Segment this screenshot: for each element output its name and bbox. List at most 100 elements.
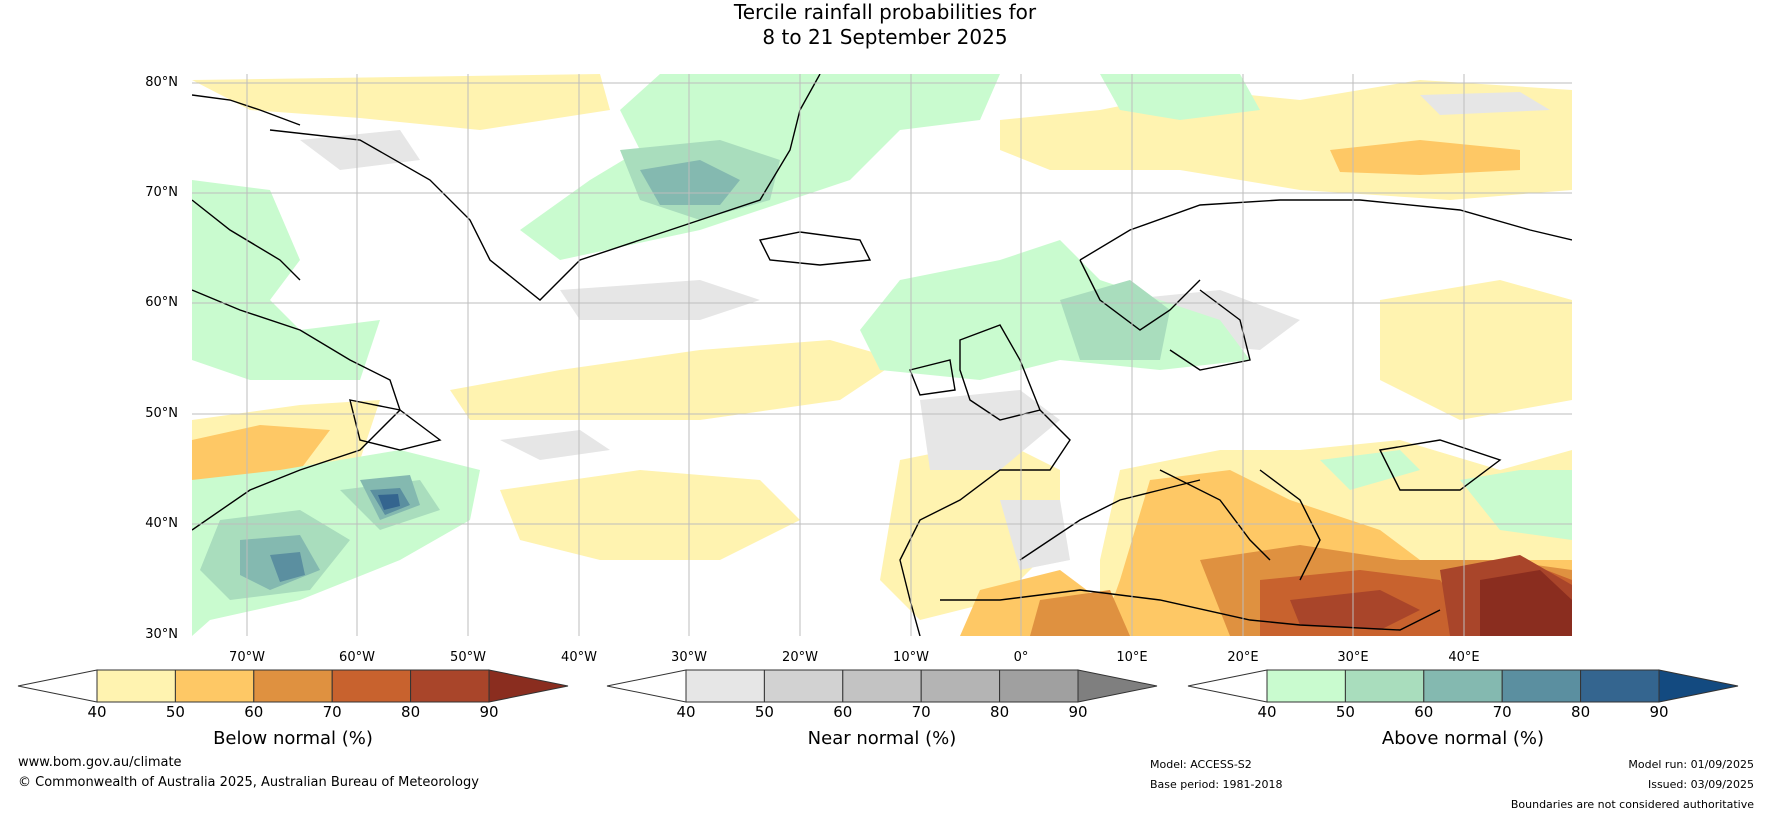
colorbar-segment — [331, 669, 412, 703]
colorbar-segment — [1266, 669, 1346, 703]
website-link[interactable]: www.bom.gov.au/climate — [18, 755, 182, 770]
colorbar-segment — [999, 669, 1079, 703]
lon-label: 30°W — [671, 650, 707, 665]
lat-label: 30°N — [145, 627, 178, 642]
baltic-coast — [1169, 289, 1251, 371]
lon-label: 40°E — [1448, 650, 1480, 665]
balkans-coast — [1259, 469, 1321, 581]
shade-near-40 — [500, 430, 610, 460]
colorbar-segment — [410, 669, 490, 703]
colorbar-title-above: Above normal (%) — [1381, 728, 1545, 749]
scandinavia-coast — [1079, 199, 1572, 261]
colorbar-tick-label: 80 — [401, 703, 421, 721]
colorbar-tick-label: 50 — [1335, 703, 1355, 721]
lat-label: 80°N — [145, 75, 178, 90]
shade-above-40 — [1460, 470, 1572, 540]
colorbar-tick-label: 90 — [1649, 703, 1669, 721]
colorbar-tick-label: 70 — [911, 703, 931, 721]
shade-above-40 — [1100, 74, 1260, 120]
iberia-med-coast — [1019, 479, 1201, 561]
colorbar-title-near: Near normal (%) — [807, 728, 957, 749]
colorbar-segment — [920, 669, 1001, 703]
lon-label: 50°W — [450, 650, 486, 665]
colorbar-near-normal — [606, 669, 1158, 703]
colorbar-above-normal — [1187, 669, 1739, 703]
shade-near-40 — [1420, 92, 1550, 115]
europe-west-coast — [899, 409, 1071, 636]
lon-label: 20°E — [1227, 650, 1259, 665]
shade-above-40 — [1320, 450, 1420, 490]
graticule — [192, 74, 1572, 636]
shade-near-40 — [920, 390, 1060, 470]
lat-label: 60°N — [145, 295, 178, 310]
base-period: Base period: 1981-2018 — [1150, 778, 1283, 791]
ireland-coast — [909, 359, 956, 396]
colorbar-tick-label: 80 — [990, 703, 1010, 721]
shade-near-40 — [300, 130, 420, 170]
colorbar-tick-label: 40 — [676, 703, 696, 721]
colorbar-tick-label: 40 — [1257, 703, 1277, 721]
lat-label: 40°N — [145, 516, 178, 531]
lat-label: 70°N — [145, 185, 178, 200]
colorbar-segment — [1344, 669, 1425, 703]
colorbar-tick-label: 70 — [322, 703, 342, 721]
shade-below-40 — [450, 340, 900, 420]
colorbar-below-high-extension — [488, 669, 569, 703]
colorbar-tick-label: 40 — [87, 703, 107, 721]
colorbar-segment — [174, 669, 255, 703]
lon-label: 10°E — [1116, 650, 1148, 665]
shade-below-50 — [1330, 140, 1520, 175]
shade-below-80 — [1290, 590, 1420, 630]
labrador-coast — [192, 289, 401, 531]
title-line-2: 8 to 21 September 2025 — [762, 25, 1008, 49]
italy-coast — [1159, 469, 1271, 561]
colorbar-below-low-extension — [17, 669, 98, 703]
colorbar-tick-label: 60 — [833, 703, 853, 721]
issued-date: Issued: 03/09/2025 — [1647, 778, 1754, 791]
colorbar-tick-label: 90 — [1068, 703, 1088, 721]
shade-above-60 — [640, 160, 740, 205]
greenland-north-coast — [192, 94, 301, 126]
shade-below-40 — [192, 74, 610, 130]
coastlines — [192, 74, 1572, 636]
title-line-1: Tercile rainfall probabilities for — [733, 0, 1037, 24]
lon-label: 40°W — [561, 650, 597, 665]
uk-coast — [959, 324, 1041, 421]
model-name: Model: ACCESS-S2 — [1150, 758, 1252, 771]
black-sea-coast — [1378, 439, 1502, 491]
shade-below-40 — [500, 470, 800, 560]
colorbar-tick-label: 80 — [1571, 703, 1591, 721]
colorbar-tick-label: 90 — [479, 703, 499, 721]
colorbar-above-high-extension — [1658, 669, 1739, 703]
colorbar-tick-label: 50 — [165, 703, 185, 721]
shade-near-40 — [560, 280, 760, 320]
baffin-coast — [192, 199, 301, 281]
model-run-date: Model run: 01/09/2025 — [1628, 758, 1754, 771]
newfoundland-coast — [349, 399, 442, 451]
shade-above-50 — [1060, 280, 1170, 360]
lon-label: 20°W — [782, 650, 818, 665]
map-title: Tercile rainfall probabilities for 8 to … — [0, 0, 1770, 50]
lat-label: 50°N — [145, 406, 178, 421]
lon-label: 0° — [1013, 650, 1029, 665]
shade-above-40 — [192, 180, 380, 380]
colorbar-above-low-extension — [1187, 669, 1268, 703]
colorbar-segment — [842, 669, 922, 703]
colorbar-segment — [1501, 669, 1582, 703]
shade-above-70 — [270, 552, 305, 582]
colorbar-segment — [253, 669, 333, 703]
colorbar-segment — [1423, 669, 1503, 703]
shade-below-40 — [1380, 280, 1572, 420]
colorbar-segment — [1580, 669, 1660, 703]
greenland-coast — [269, 74, 821, 301]
colorbar-segment — [763, 669, 844, 703]
colorbar-title-below: Below normal (%) — [213, 728, 373, 749]
colorbar-below-normal — [17, 669, 569, 703]
shade-near-40 — [1000, 500, 1070, 570]
probability-shading — [192, 74, 1572, 636]
shade-above-80 — [378, 494, 400, 510]
lon-label: 30°E — [1337, 650, 1369, 665]
colorbar-segment — [685, 669, 765, 703]
boundaries-disclaimer: Boundaries are not considered authoritat… — [1510, 798, 1754, 811]
